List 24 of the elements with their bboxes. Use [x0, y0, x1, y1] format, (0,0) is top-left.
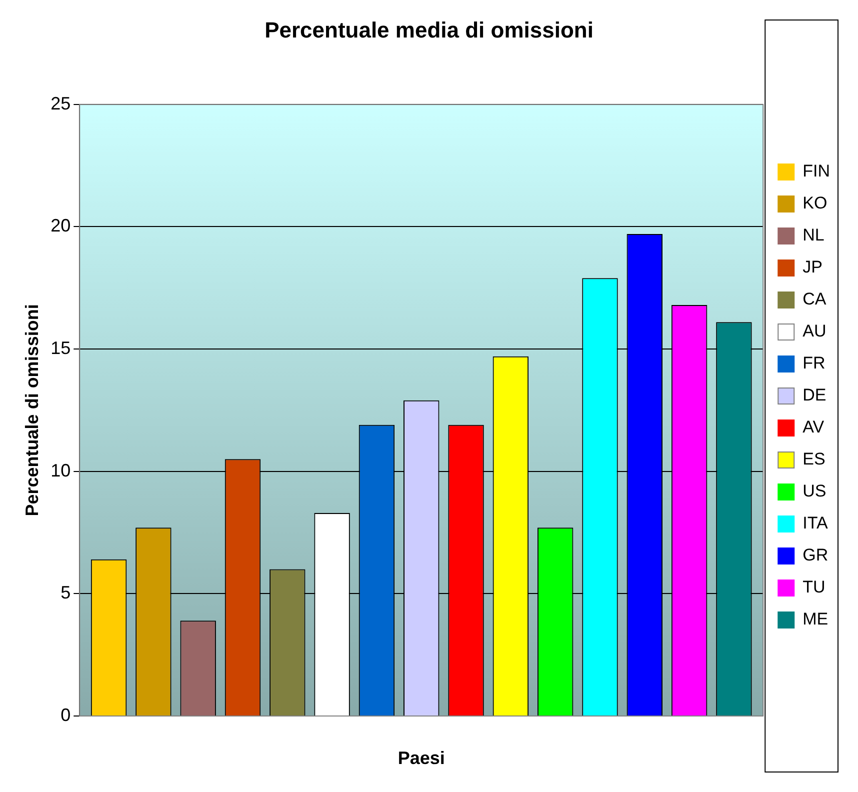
y-tick-label: 20: [50, 216, 71, 236]
legend-label: FR: [802, 354, 826, 373]
chart-title: Percentuale media di omissioni: [264, 17, 594, 42]
legend-label: JP: [802, 258, 822, 277]
y-tick-label: 25: [50, 93, 71, 114]
legend-label: GR: [802, 546, 828, 565]
legend-label: NL: [802, 226, 824, 245]
y-axis-title: Percentuale di omissioni: [22, 304, 42, 516]
legend-label: FIN: [802, 162, 830, 181]
legend-label: CA: [802, 290, 827, 309]
legend-label: ME: [802, 610, 828, 629]
y-tick-label: 5: [60, 582, 71, 603]
legend-label: KO: [802, 194, 828, 213]
legend-label: US: [802, 482, 826, 501]
legend-label: ITA: [802, 514, 828, 533]
legend-label: AV: [802, 418, 825, 437]
x-axis-title: Paesi: [398, 748, 445, 768]
legend-label: AU: [802, 322, 826, 341]
legend-label: DE: [802, 386, 826, 405]
y-tick-label: 0: [60, 704, 71, 725]
legend-label: ES: [802, 450, 826, 469]
y-tick-label: 15: [50, 338, 71, 358]
y-tick-label: 10: [50, 460, 71, 480]
legend-label: TU: [802, 578, 826, 597]
